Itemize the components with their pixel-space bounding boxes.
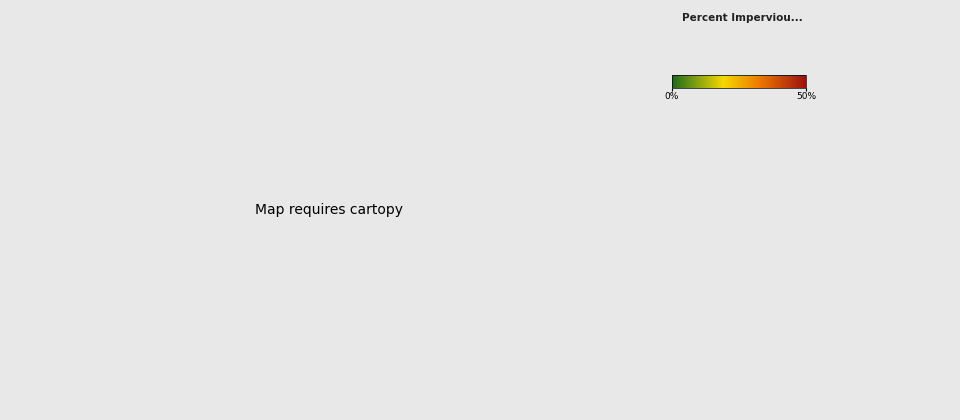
Text: Map requires cartopy: Map requires cartopy bbox=[254, 203, 403, 217]
Text: Percent Imperviou...: Percent Imperviou... bbox=[682, 13, 803, 23]
